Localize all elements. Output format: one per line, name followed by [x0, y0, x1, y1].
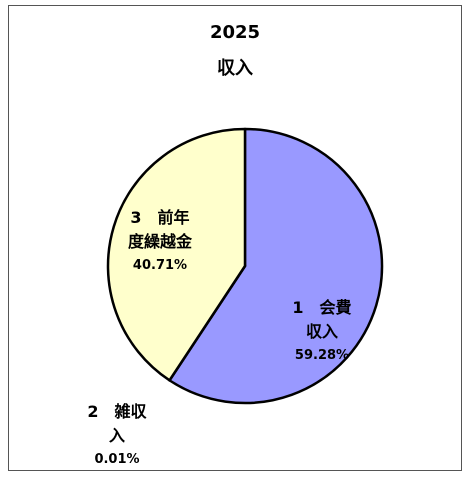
slice-value: 40.71%	[132, 258, 188, 273]
slice-category: 1 会費収入	[292, 298, 352, 341]
slice-value: 0.01%	[94, 452, 140, 467]
slice-label: 1 会費収入 59.28%	[289, 296, 355, 368]
slice-value: 59.28%	[294, 348, 350, 363]
slice-label: 3 前年度繰越金 40.71%	[127, 206, 193, 278]
pie-slice	[168, 127, 384, 405]
pie-slice	[106, 127, 247, 382]
chart-subtitle: 収入	[217, 58, 253, 79]
slice-label: 2 雑収入 0.01%	[84, 400, 150, 472]
slice-category: 3 前年度繰越金	[127, 208, 192, 251]
slice-category: 2 雑収入	[87, 402, 147, 445]
chart-title: 2025	[209, 22, 261, 43]
